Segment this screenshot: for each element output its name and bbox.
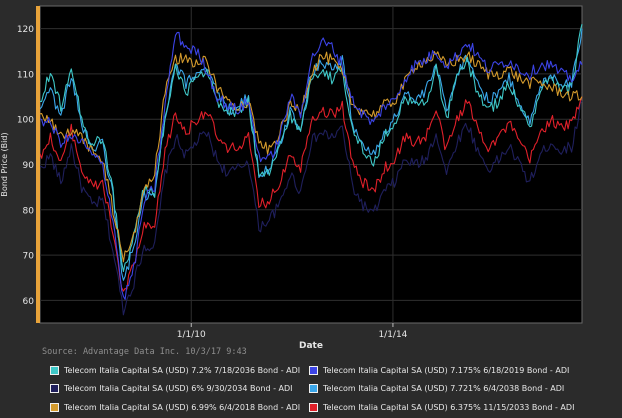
legend-label: Telecom Italia Capital SA (USD) 7.2% 7/1…	[64, 366, 301, 375]
legend-label: Telecom Italia Capital SA (USD) 7.721% 6…	[323, 384, 565, 393]
y-axis-title: Bond Price (Bid)	[0, 132, 9, 196]
y-tick-label: 90	[23, 161, 35, 171]
y-tick-label: 110	[17, 70, 34, 80]
legend-label: Telecom Italia Capital SA (USD) 6.375% 1…	[323, 403, 575, 412]
legend-swatch	[309, 403, 318, 412]
y-tick-label: 100	[17, 116, 34, 126]
legend-item[interactable]: Telecom Italia Capital SA (USD) 7.721% 6…	[309, 384, 564, 393]
legend: Telecom Italia Capital SA (USD) 7.2% 7/1…	[0, 360, 622, 418]
x-tick-label: 1/1/14	[378, 330, 407, 340]
legend-swatch	[309, 366, 318, 375]
left-accent-bar	[36, 6, 40, 323]
legend-swatch	[309, 384, 318, 393]
legend-item[interactable]: Telecom Italia Capital SA (USD) 6% 9/30/…	[50, 384, 293, 393]
series-line	[40, 23, 583, 273]
legend-item[interactable]: Telecom Italia Capital SA (USD) 6.375% 1…	[309, 403, 574, 412]
y-tick-label: 80	[23, 206, 35, 216]
series-line	[39, 100, 583, 316]
axes: 60 70 80 90 100 110 120 1/1/10 1/1/14	[17, 25, 408, 340]
series-lines	[39, 23, 583, 316]
y-tick-label: 60	[23, 297, 35, 307]
x-axis-title: Date	[299, 341, 323, 351]
legend-item[interactable]: Telecom Italia Capital SA (USD) 7.175% 6…	[309, 366, 569, 375]
legend-label: Telecom Italia Capital SA (USD) 7.175% 6…	[323, 366, 570, 375]
legend-label: Telecom Italia Capital SA (USD) 6.99% 6/…	[64, 403, 301, 412]
legend-label: Telecom Italia Capital SA (USD) 6% 9/30/…	[64, 384, 293, 393]
legend-swatch	[50, 384, 59, 393]
series-line	[39, 96, 583, 292]
legend-item[interactable]: Telecom Italia Capital SA (USD) 6.99% 6/…	[50, 403, 300, 412]
y-tick-label: 70	[23, 252, 35, 262]
y-tick-label: 120	[17, 25, 34, 35]
series-line	[39, 31, 583, 300]
series-line	[39, 51, 583, 263]
legend-item[interactable]: Telecom Italia Capital SA (USD) 7.2% 7/1…	[50, 366, 300, 375]
legend-swatch	[50, 366, 59, 375]
line-chart: 60 70 80 90 100 110 120 1/1/10 1/1/14 Bond Price…	[0, 5, 583, 351]
x-tick-label: 1/1/10	[177, 330, 206, 340]
source-note: Source: Advantage Data Inc. 10/3/17 9:43	[42, 347, 247, 357]
legend-swatch	[50, 403, 59, 412]
